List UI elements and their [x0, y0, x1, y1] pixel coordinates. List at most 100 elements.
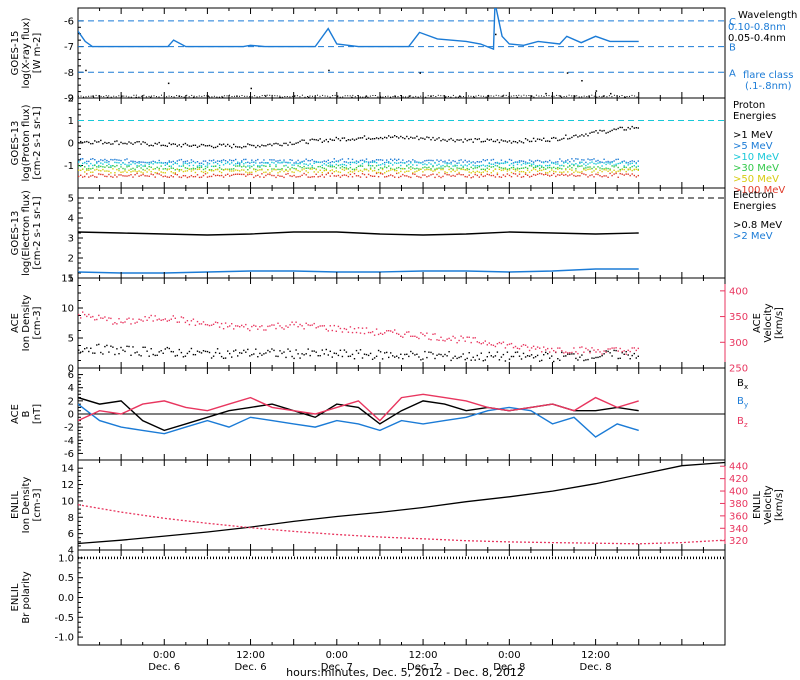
data-point — [357, 137, 360, 139]
data-point — [468, 352, 470, 354]
data-point — [257, 356, 259, 358]
data-point — [566, 95, 568, 97]
data-point — [331, 356, 333, 358]
data-point — [549, 166, 551, 169]
data-point — [633, 160, 635, 163]
data-point — [588, 95, 590, 97]
data-point — [116, 161, 118, 164]
data-point — [365, 95, 368, 97]
data-point — [448, 174, 450, 176]
data-point — [530, 140, 533, 143]
data-point — [556, 94, 558, 96]
data-point — [200, 162, 203, 164]
data-point — [359, 169, 362, 172]
data-point — [331, 139, 333, 141]
data-point — [581, 80, 583, 82]
data-point — [176, 160, 178, 162]
data-point — [279, 168, 281, 171]
data-point — [164, 318, 166, 320]
data-point — [267, 349, 269, 352]
data-point — [424, 350, 426, 353]
data-point — [365, 327, 368, 329]
data-point — [160, 171, 162, 173]
data-point — [549, 357, 551, 359]
data-point — [575, 168, 577, 170]
data-point — [516, 175, 519, 177]
data-point — [635, 349, 637, 352]
data-point — [555, 171, 557, 173]
data-point — [297, 159, 299, 162]
data-point — [437, 94, 439, 96]
data-point — [506, 141, 509, 143]
data-point — [599, 356, 601, 358]
data-point — [235, 145, 237, 148]
data-point — [78, 142, 80, 144]
data-point — [512, 355, 515, 358]
data-point — [174, 317, 176, 319]
data-point — [626, 96, 628, 97]
data-point — [206, 176, 209, 178]
data-point — [539, 138, 541, 141]
data-point — [253, 144, 255, 147]
data-point — [621, 168, 623, 171]
data-point — [210, 165, 213, 167]
y-tick-label: 1 — [68, 274, 74, 285]
y-tick-label: 4 — [68, 214, 74, 225]
data-point — [468, 160, 470, 162]
legend-title: Electron — [733, 190, 774, 201]
data-point — [410, 166, 412, 168]
data-point — [118, 168, 120, 170]
data-point — [180, 351, 183, 354]
data-point — [623, 353, 625, 355]
data-point — [589, 132, 591, 134]
data-point — [440, 140, 442, 142]
data-point — [386, 166, 388, 169]
data-point — [311, 324, 313, 326]
data-point — [255, 348, 257, 350]
data-point — [567, 159, 569, 161]
data-point — [315, 139, 317, 141]
data-point — [281, 327, 283, 329]
data-point — [549, 170, 551, 173]
data-point — [492, 163, 495, 165]
data-point — [444, 160, 446, 162]
data-point — [277, 322, 279, 324]
data-point — [405, 96, 407, 98]
data-point — [122, 175, 124, 177]
data-point — [566, 72, 569, 74]
right-axis-title-line: Velocity — [763, 303, 774, 342]
data-point — [218, 143, 221, 145]
data-point — [381, 167, 384, 169]
data-point — [450, 96, 452, 98]
data-point — [130, 142, 132, 144]
data-point — [446, 165, 448, 167]
data-point — [502, 353, 505, 356]
data-point — [474, 165, 476, 167]
data-point — [243, 158, 245, 161]
data-point — [470, 95, 472, 97]
data-point — [273, 143, 275, 145]
data-point — [488, 351, 490, 354]
data-point — [418, 161, 420, 163]
data-point — [373, 161, 376, 163]
data-point — [265, 165, 267, 167]
data-point — [118, 95, 120, 97]
data-point — [412, 352, 414, 355]
data-point — [611, 165, 613, 167]
data-point — [410, 161, 412, 163]
data-point — [478, 138, 480, 140]
data-point — [100, 317, 102, 319]
data-point — [545, 349, 547, 351]
data-point — [546, 95, 547, 97]
data-point — [388, 135, 390, 137]
data-point — [420, 168, 422, 170]
data-point — [430, 139, 432, 141]
data-point — [263, 165, 265, 167]
data-point — [498, 168, 501, 170]
data-point — [464, 340, 466, 342]
data-point — [466, 161, 468, 163]
legend-entry: B — [737, 378, 744, 389]
data-point — [82, 158, 84, 160]
data-point — [510, 176, 513, 178]
